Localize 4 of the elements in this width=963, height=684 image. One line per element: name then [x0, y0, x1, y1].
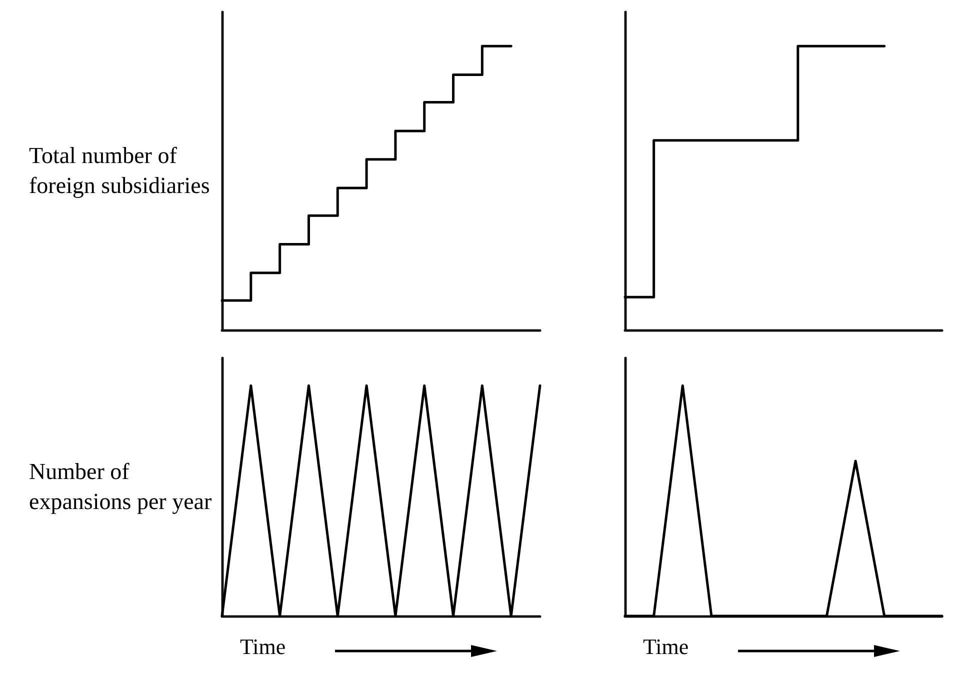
y-axis-title: Total number of foreign subsidiaries — [29, 142, 211, 200]
x-axis-title: Time — [240, 634, 286, 660]
x-axis-title: Time — [643, 634, 689, 660]
y-axis-title: Number of expansions per year — [29, 458, 213, 516]
